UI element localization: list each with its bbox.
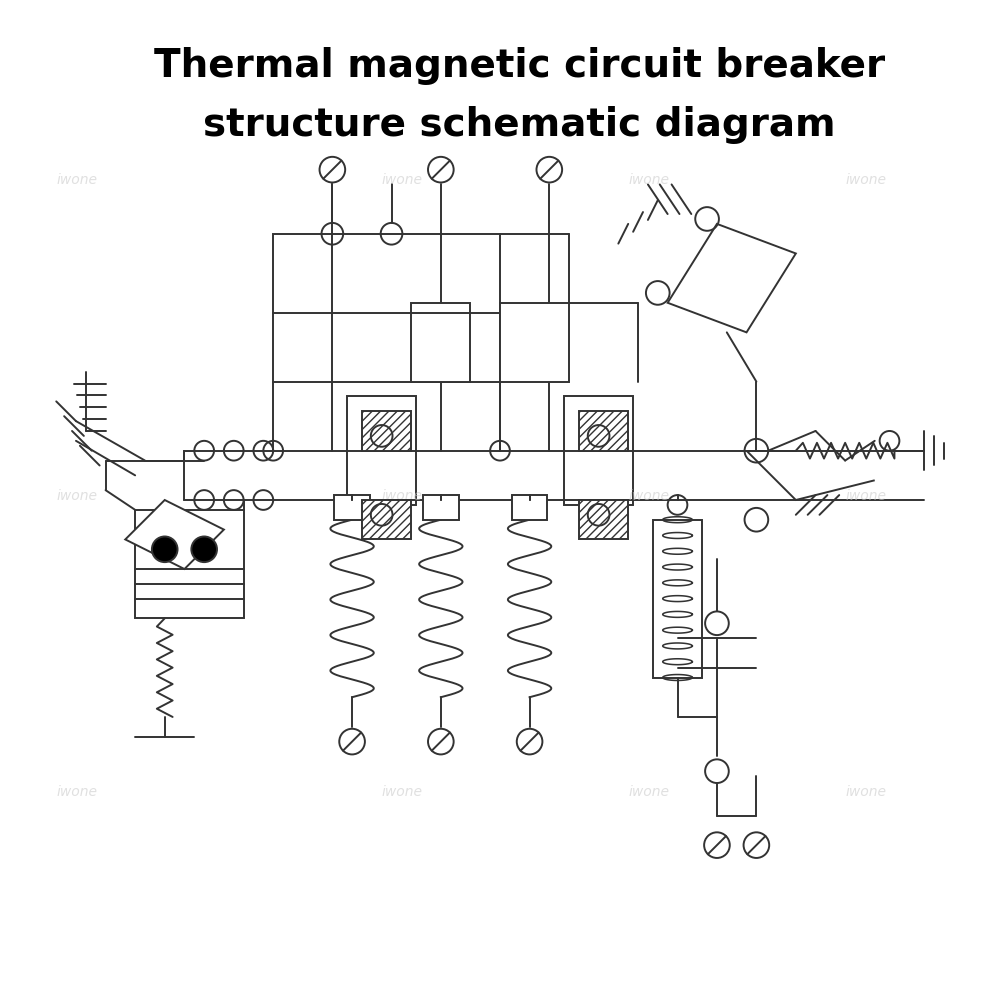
Bar <box>411 303 470 382</box>
Bar <box>135 510 244 618</box>
Text: iwone: iwone <box>628 489 669 503</box>
Text: iwone: iwone <box>56 489 97 503</box>
Bar <box>347 396 416 505</box>
Text: iwone: iwone <box>628 785 669 799</box>
Bar <box>362 411 411 451</box>
Circle shape <box>152 536 178 562</box>
Text: iwone: iwone <box>628 173 669 187</box>
Bar <box>564 396 633 505</box>
Text: iwone: iwone <box>845 489 886 503</box>
Text: Thermal magnetic circuit breaker: Thermal magnetic circuit breaker <box>154 47 885 85</box>
Text: structure schematic diagram: structure schematic diagram <box>203 106 836 144</box>
Polygon shape <box>668 224 796 332</box>
Bar <box>579 411 628 451</box>
Bar <box>273 234 500 382</box>
Bar <box>500 303 569 382</box>
Bar <box>362 500 411 539</box>
Bar <box>512 495 547 520</box>
Text: iwone: iwone <box>56 785 97 799</box>
Circle shape <box>191 536 217 562</box>
Text: iwone: iwone <box>382 785 423 799</box>
Text: iwone: iwone <box>382 489 423 503</box>
Bar <box>423 495 459 520</box>
Text: iwone: iwone <box>845 785 886 799</box>
Text: iwone: iwone <box>56 173 97 187</box>
Text: iwone: iwone <box>845 173 886 187</box>
Bar <box>579 500 628 539</box>
Text: iwone: iwone <box>382 173 423 187</box>
Bar <box>653 520 702 678</box>
Polygon shape <box>125 500 224 569</box>
Bar <box>334 495 370 520</box>
